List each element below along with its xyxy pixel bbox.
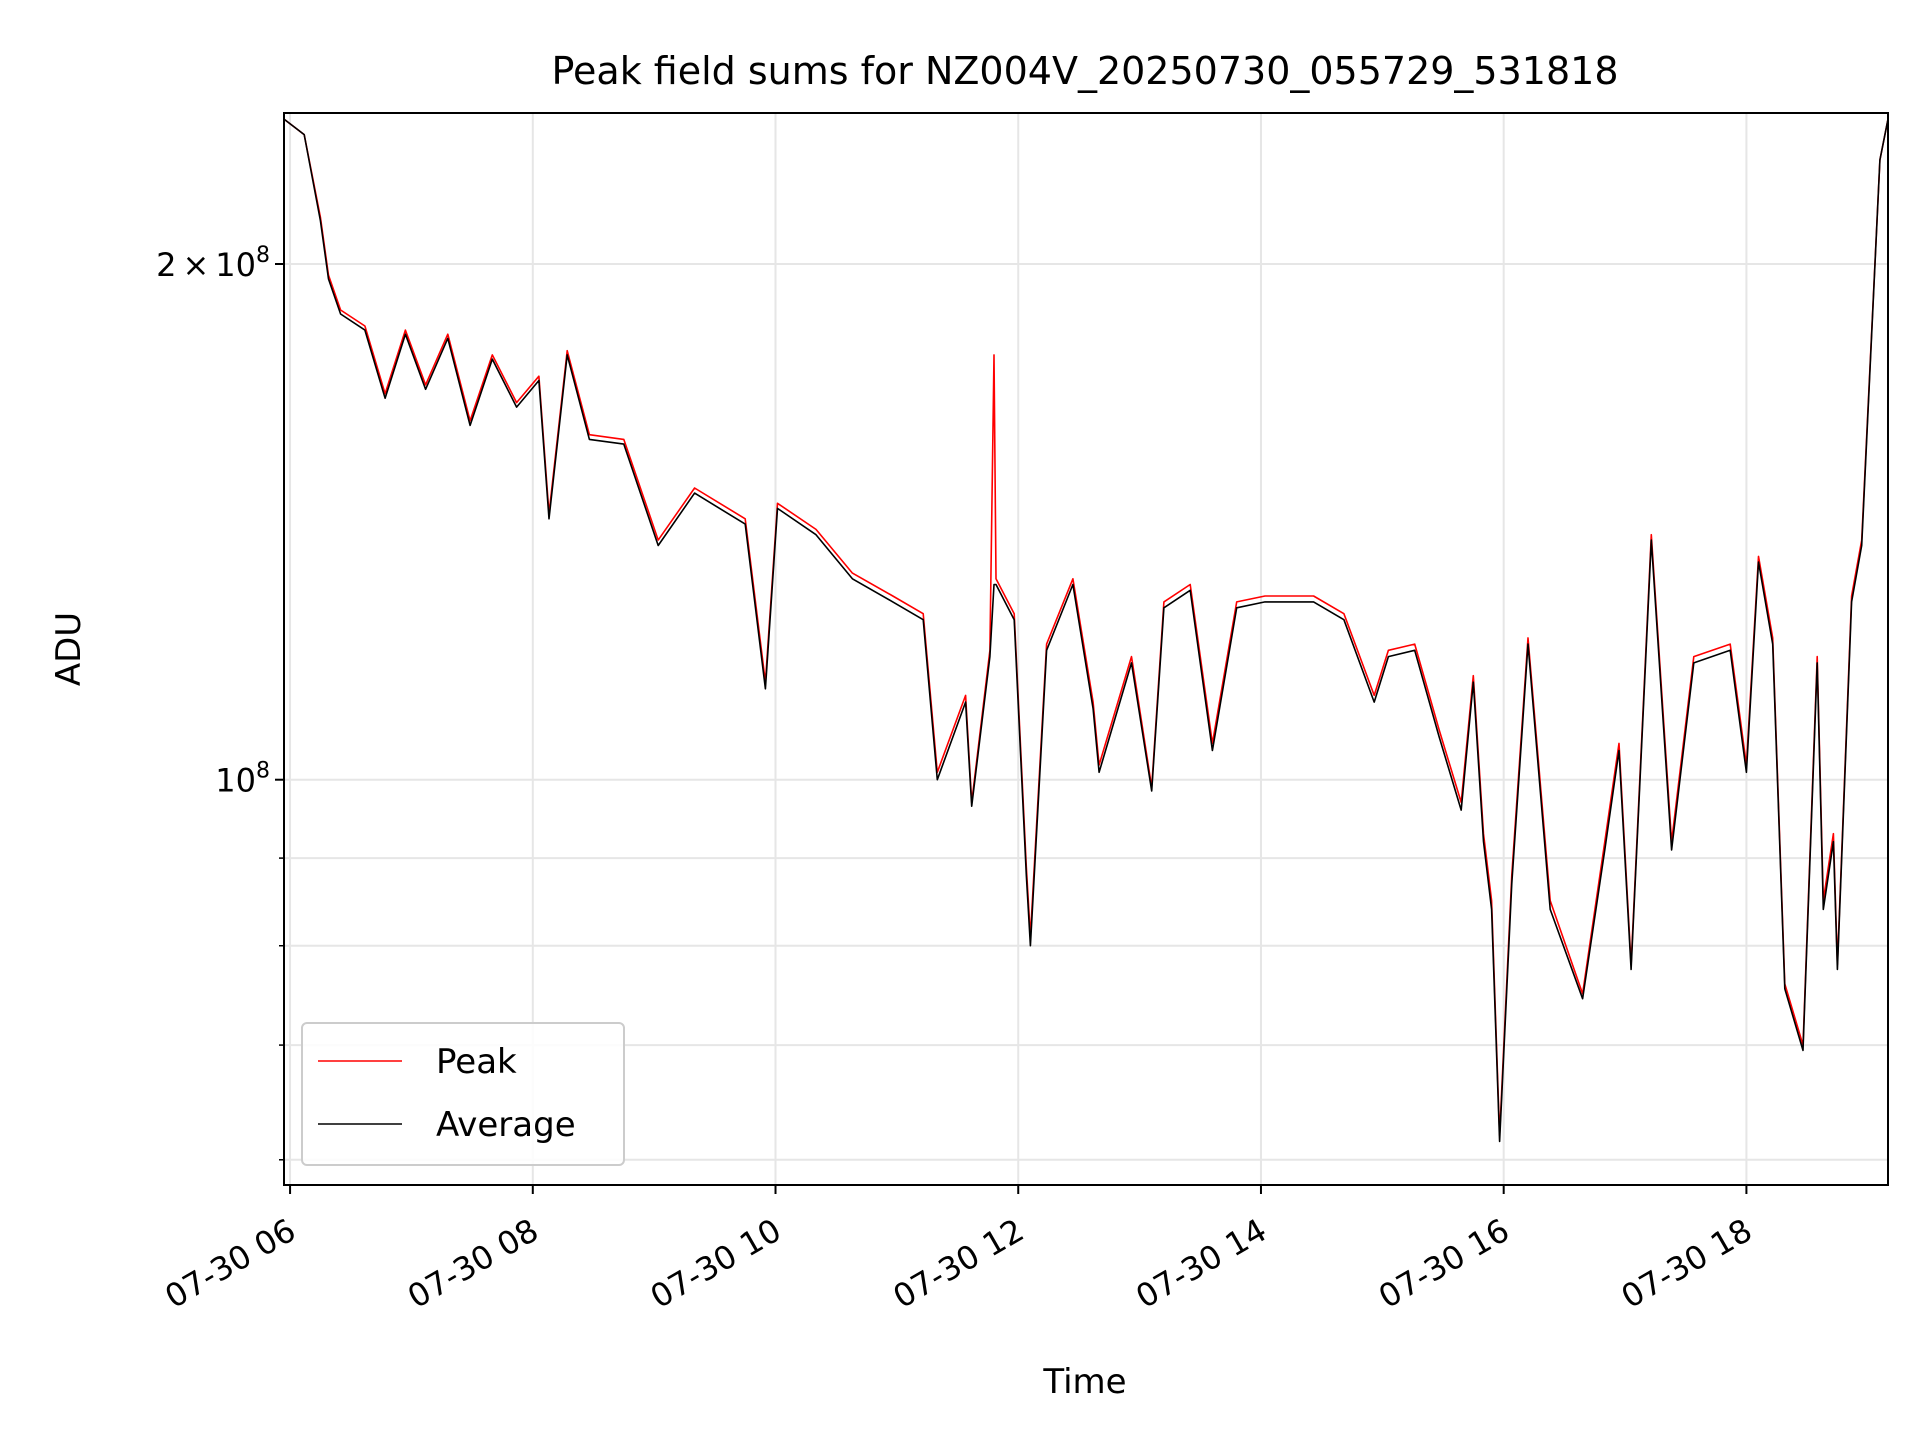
- y-tick-exponent: 8: [256, 243, 270, 268]
- y-tick-exponent: 8: [256, 759, 270, 784]
- y-axis-label: ADU: [49, 612, 89, 686]
- x-tick-label: 07-30 10: [644, 1211, 788, 1316]
- legend-box: [301, 1022, 625, 1166]
- x-tick-label: 07-30 08: [401, 1211, 545, 1316]
- y-tick-label: 108: [215, 759, 270, 800]
- x-axis-label: Time: [1042, 1362, 1126, 1402]
- x-tick-label: 07-30 14: [1129, 1211, 1273, 1316]
- legend-label-peak: Peak: [436, 1042, 517, 1082]
- plot-frame: [283, 112, 1889, 1186]
- series-lines: [283, 118, 1889, 1143]
- x-tick-label: 07-30 06: [158, 1211, 302, 1316]
- x-tick-label: 07-30 12: [887, 1211, 1031, 1316]
- y-tick-label: 2 × 108: [156, 243, 270, 284]
- legend: Peak Average: [301, 1022, 625, 1166]
- x-axis: 07-30 06 07-30 08 07-30 10 07-30 12 07-30 14…: [158, 1185, 1758, 1316]
- y-tick-times: ×: [182, 246, 209, 284]
- y-tick-base: 10: [215, 246, 256, 284]
- series-line-average: [283, 118, 1889, 1143]
- legend-label-average: Average: [436, 1105, 576, 1145]
- chart-title: Peak field sums for NZ004V_20250730_0557…: [551, 49, 1618, 93]
- x-tick-label: 07-30 18: [1615, 1211, 1759, 1316]
- y-tick-base: 10: [215, 762, 256, 800]
- x-tick-label: 07-30 16: [1372, 1211, 1516, 1316]
- y-tick-mantissa: 2: [156, 246, 176, 284]
